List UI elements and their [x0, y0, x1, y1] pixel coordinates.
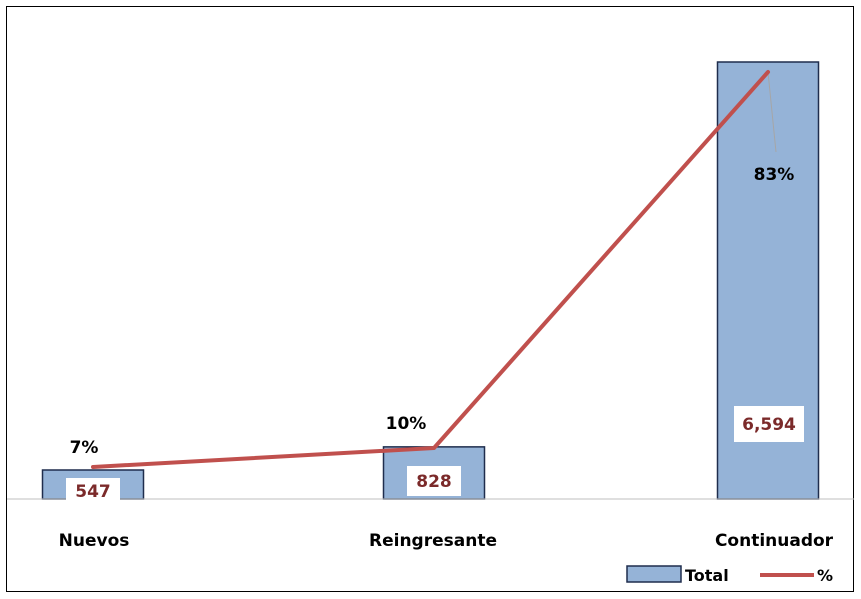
percent-series-line [91, 70, 770, 469]
legend-total-swatch [626, 565, 682, 583]
leader-lines-group [767, 71, 777, 153]
percent-label-reingresante: 10% [386, 414, 427, 434]
category-label-reingresante: Reingresante [369, 531, 497, 551]
percent-label-leader [767, 71, 777, 153]
value-label-nuevos: 547 [75, 482, 111, 502]
value-label-box-reingresante [407, 466, 461, 496]
value-label-box-continuador [734, 406, 804, 442]
value-label-continuador: 6,594 [742, 415, 796, 435]
value-labels-group: 547 828 6,594 [66, 406, 804, 504]
bars-group [41, 61, 820, 500]
percent-label-continuador: 83% [754, 165, 795, 185]
percent-labels-group: 7% 10% 83% [70, 165, 795, 458]
percent-label-nuevos: 7% [70, 438, 99, 458]
value-label-box-nuevos [66, 478, 120, 504]
legend-total-label: Total [685, 566, 729, 585]
category-labels-group: Nuevos Reingresante Continuador [59, 531, 834, 551]
value-label-reingresante: 828 [416, 472, 452, 492]
legend-percent-label: % [817, 566, 833, 585]
category-label-continuador: Continuador [715, 531, 834, 551]
legend: Total % [626, 565, 833, 585]
category-label-nuevos: Nuevos [59, 531, 130, 551]
